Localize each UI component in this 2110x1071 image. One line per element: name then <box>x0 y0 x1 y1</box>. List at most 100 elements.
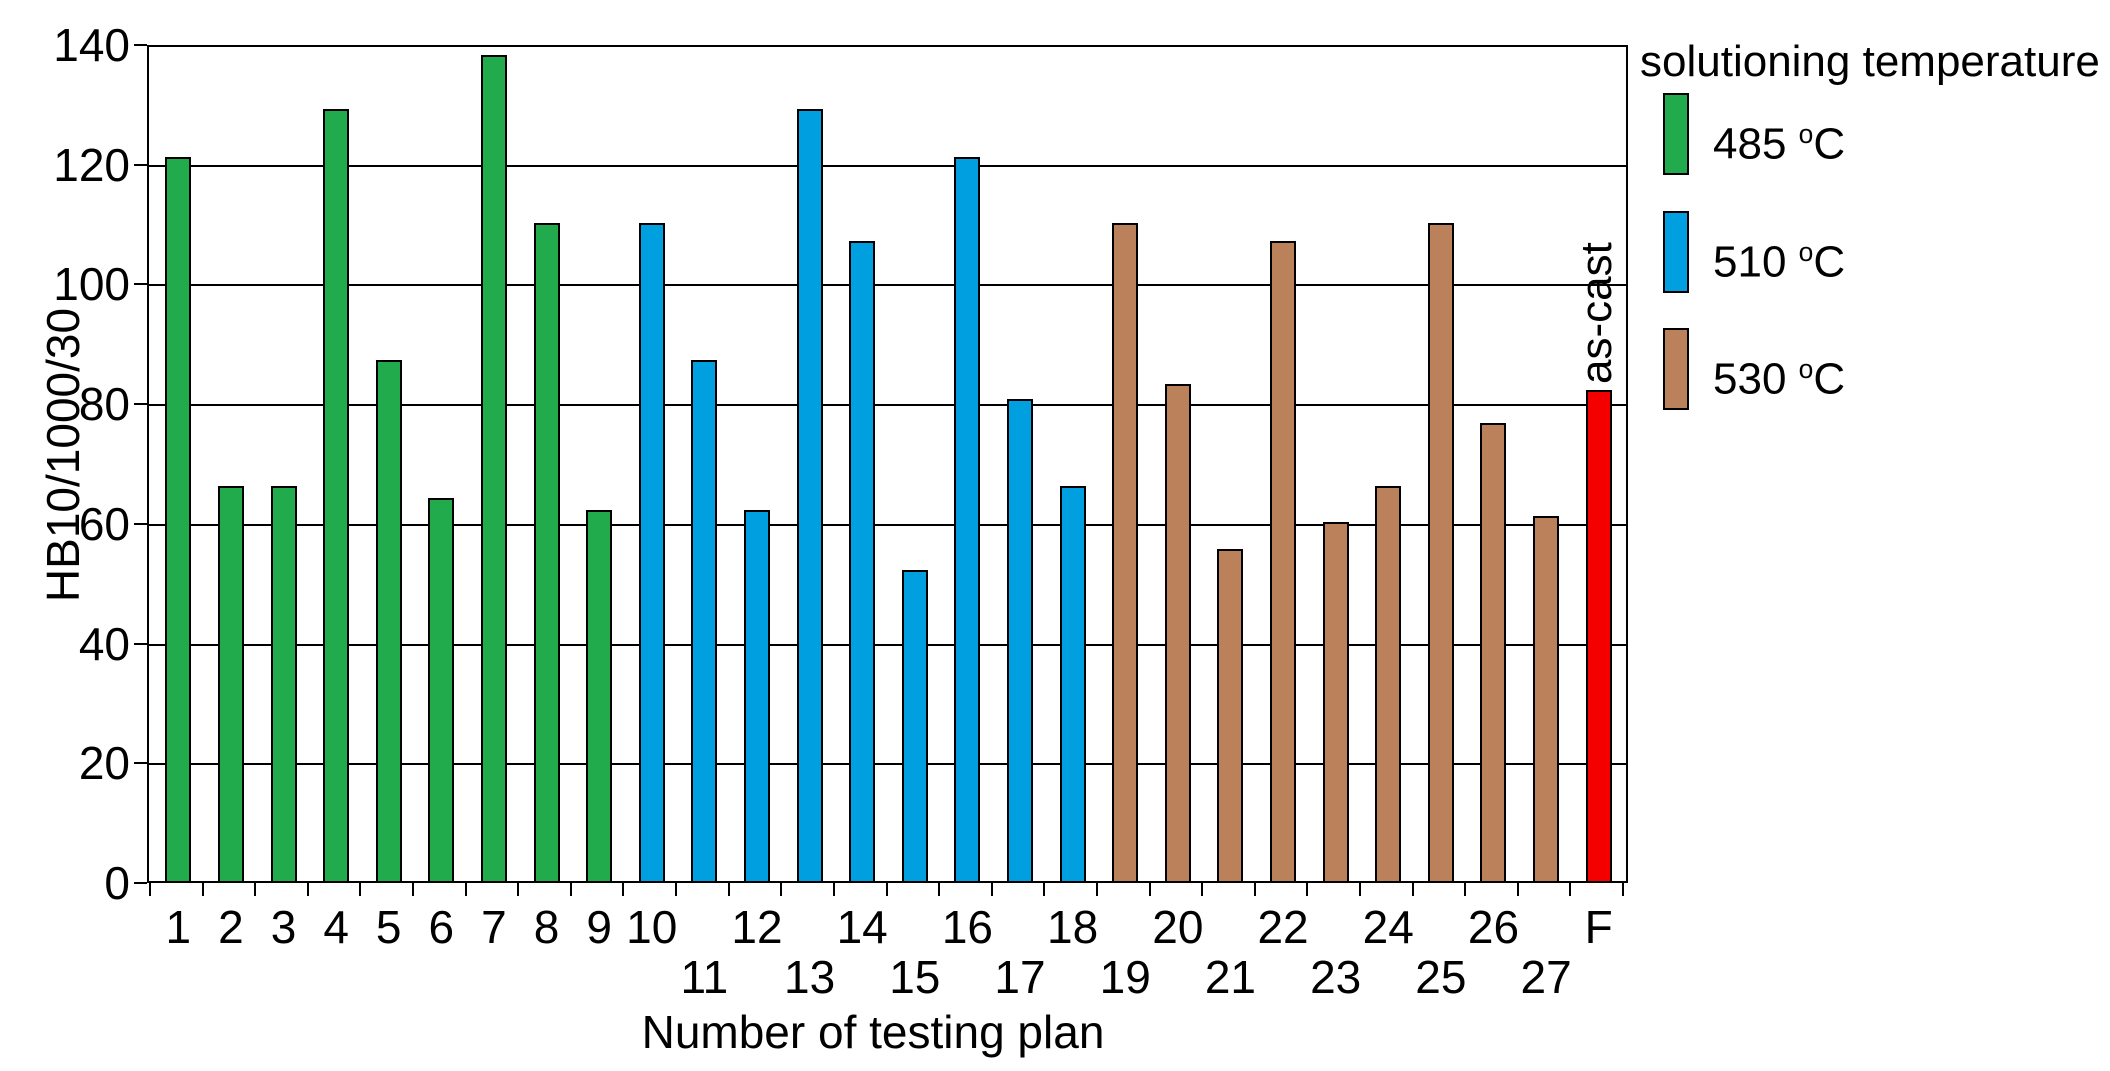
bar-13 <box>796 109 823 881</box>
x-label-15: 15 <box>889 951 941 1003</box>
x-label-14: 14 <box>836 901 888 953</box>
x-label-5: 5 <box>375 901 402 953</box>
bar-8 <box>533 223 560 881</box>
y-tick-label-0: 0 <box>104 857 130 909</box>
bar-24 <box>1375 486 1402 881</box>
x-tick-9 <box>622 883 625 896</box>
bar-25 <box>1427 223 1454 881</box>
legend-title: solutioning temperature <box>1640 37 2100 86</box>
x-label-25: 25 <box>1415 951 1467 1003</box>
x-tick-11 <box>727 883 730 896</box>
gridline-120 <box>149 164 1626 167</box>
gridline-40 <box>149 643 1626 646</box>
x-label-8: 8 <box>533 901 560 953</box>
x-tick-1 <box>201 883 204 896</box>
bar-20 <box>1164 384 1191 881</box>
x-tick-20 <box>1201 883 1204 896</box>
x-label-13: 13 <box>783 951 836 1003</box>
legend-swatch-510 <box>1663 211 1689 293</box>
bar-9 <box>586 510 613 881</box>
x-label-18: 18 <box>1047 901 1099 953</box>
bar-15 <box>901 570 928 881</box>
bar-21 <box>1217 549 1244 881</box>
x-label-27: 27 <box>1520 951 1572 1003</box>
x-tick-14 <box>885 883 888 896</box>
x-label-1: 1 <box>165 901 192 953</box>
bar-7 <box>480 55 507 881</box>
x-tick-28 <box>1622 883 1624 896</box>
y-tick-label-40: 40 <box>78 617 130 670</box>
legend-swatch-485 <box>1663 93 1689 175</box>
y-tick-label-120: 120 <box>53 138 130 191</box>
bar-5 <box>375 360 402 881</box>
y-tick-80 <box>134 403 147 406</box>
x-tick-3 <box>306 883 309 896</box>
y-tick-label-60: 60 <box>78 497 130 550</box>
x-tick-13 <box>832 883 835 896</box>
x-tick-25 <box>1464 883 1467 896</box>
x-tick-16 <box>990 883 993 896</box>
x-label-19: 19 <box>1099 951 1151 1003</box>
x-label-26: 26 <box>1467 901 1520 953</box>
x-label-7: 7 <box>481 901 507 953</box>
gridline-100 <box>149 284 1626 287</box>
x-tick-17 <box>1043 883 1046 896</box>
y-tick-20 <box>134 762 147 765</box>
y-tick-label-100: 100 <box>53 258 130 311</box>
y-tick-label-20: 20 <box>78 737 130 790</box>
x-tick-5 <box>412 883 415 896</box>
x-tick-2 <box>254 883 257 896</box>
x-tick-27 <box>1569 883 1572 896</box>
bar-27 <box>1533 516 1560 881</box>
y-tick-100 <box>134 283 147 286</box>
bar-22 <box>1270 241 1297 881</box>
x-tick-7 <box>517 883 520 896</box>
gridline-60 <box>149 523 1626 526</box>
x-tick-4 <box>359 883 362 896</box>
bar-6 <box>428 498 455 881</box>
x-label-21: 21 <box>1204 951 1257 1003</box>
x-tick-10 <box>675 883 678 896</box>
gridline-80 <box>149 404 1626 407</box>
x-tick-6 <box>464 883 467 896</box>
x-tick-18 <box>1095 883 1098 896</box>
gridline-20 <box>149 763 1626 766</box>
x-tick-15 <box>938 883 941 896</box>
x-tick-21 <box>1253 883 1256 896</box>
bar-10 <box>638 223 665 881</box>
bar-11 <box>691 360 718 881</box>
x-label-9: 9 <box>586 901 612 953</box>
y-axis-title: HB10/1000/30 <box>37 307 89 603</box>
y-tick-label-140: 140 <box>53 19 130 71</box>
bar-12 <box>743 510 770 881</box>
x-label-2: 2 <box>218 901 244 953</box>
x-tick-24 <box>1411 883 1414 896</box>
bar-19 <box>1112 223 1139 881</box>
x-label-20: 20 <box>1152 901 1204 953</box>
x-tick-0 <box>149 883 151 896</box>
bar-4 <box>323 109 350 881</box>
legend-swatch-530 <box>1663 328 1689 410</box>
x-axis-title: Number of testing plan <box>641 1006 1105 1058</box>
y-tick-140 <box>134 44 147 46</box>
x-tick-26 <box>1516 883 1519 896</box>
bar-3 <box>270 486 297 881</box>
legend-label-485: 485 oC <box>1713 119 1846 169</box>
y-tick-0 <box>134 882 147 884</box>
x-label-12: 12 <box>731 901 783 953</box>
legend-label-530: 530 oC <box>1713 354 1846 404</box>
x-label-17: 17 <box>994 951 1046 1003</box>
x-tick-22 <box>1306 883 1309 896</box>
x-label-16: 16 <box>941 901 993 953</box>
x-label-4: 4 <box>323 901 349 953</box>
bar-2 <box>217 486 244 881</box>
x-label-F: F <box>1584 901 1613 953</box>
bar-18 <box>1059 486 1086 881</box>
x-label-3: 3 <box>270 901 297 953</box>
y-tick-60 <box>134 522 147 525</box>
x-tick-12 <box>780 883 783 896</box>
y-tick-label-80: 80 <box>78 378 130 431</box>
x-label-11: 11 <box>680 951 729 1003</box>
bar-26 <box>1480 423 1507 881</box>
